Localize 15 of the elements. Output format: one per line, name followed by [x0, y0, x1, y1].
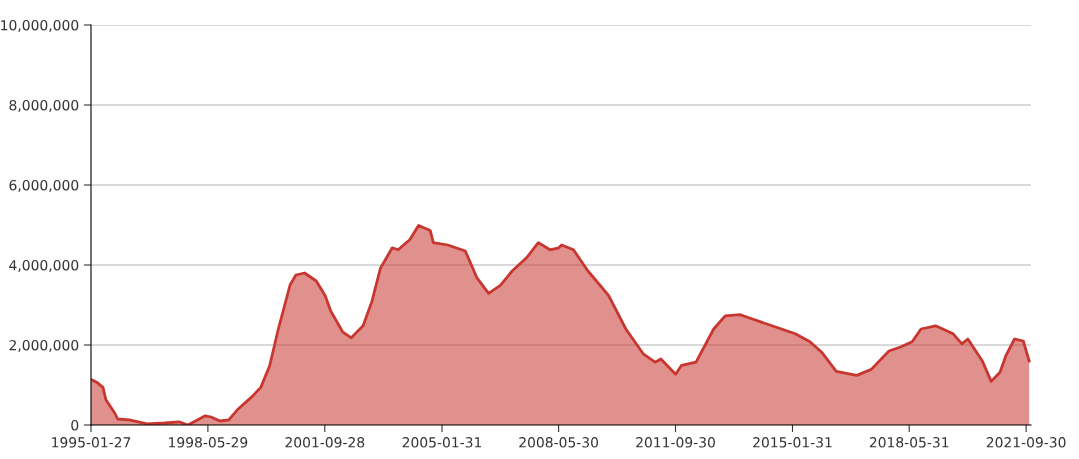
y-tick-label: 2,000,000 [9, 339, 79, 352]
x-tick-label: 2015-01-31 [753, 437, 832, 448]
y-tick-label: 4,000,000 [9, 259, 79, 272]
x-tick-label: 1998-05-29 [169, 437, 248, 448]
x-tick-label: 2018-05-31 [869, 437, 949, 448]
y-tick-label: 10,000,000 [1, 19, 79, 32]
x-tick-label: 2008-05-30 [519, 437, 599, 448]
x-tick-label: 2021-09-30 [986, 437, 1066, 448]
x-tick-label: 2011-09-30 [636, 437, 715, 448]
y-tick-label: 6,000,000 [9, 179, 79, 192]
y-tick-label: 0 [71, 419, 79, 431]
x-tick-label: 1995-01-27 [52, 437, 131, 448]
x-tick-label: 2005-01-31 [402, 437, 482, 448]
y-tick-label: 8,000,000 [9, 99, 79, 112]
x-tick-label: 2001-09-28 [285, 437, 365, 448]
